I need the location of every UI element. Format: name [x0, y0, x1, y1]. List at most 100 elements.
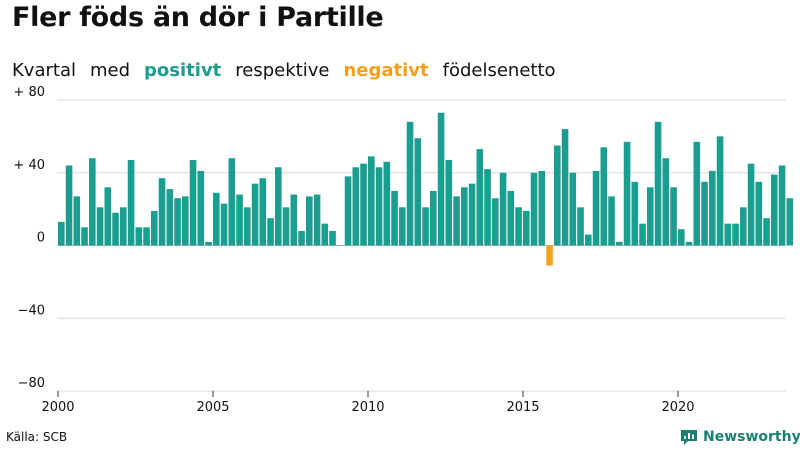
- subtitle-word-fodelsenetto: födelsenetto: [442, 60, 556, 81]
- bar-positive: [127, 160, 135, 246]
- bar-positive: [771, 174, 778, 246]
- bar-positive: [616, 241, 623, 246]
- bar-negative: [546, 245, 553, 266]
- bar-positive: [515, 207, 522, 246]
- bar-positive: [344, 176, 352, 246]
- subtitle-word-respektive: respektive: [235, 60, 330, 81]
- x-axis: 2000 2005 2010 2015 2020: [41, 391, 695, 415]
- bar-positive: [631, 181, 639, 246]
- bar-positive: [747, 163, 755, 246]
- brand-name: Newsworthy: [703, 429, 800, 445]
- bar-positive: [406, 121, 414, 246]
- bar-positive: [112, 212, 119, 246]
- bar-positive: [530, 172, 538, 246]
- bar-positive: [693, 141, 701, 246]
- bar-positive: [81, 227, 88, 246]
- bar-positive: [740, 207, 747, 246]
- bar-positive: [197, 170, 205, 246]
- bar-positive: [685, 241, 693, 246]
- bar-positive: [96, 207, 104, 246]
- bar-positive: [360, 163, 367, 246]
- bar-positive: [701, 181, 708, 246]
- bar-positive: [321, 223, 329, 246]
- bar-positive: [430, 190, 437, 246]
- bar-positive: [678, 229, 685, 246]
- bar-positive: [654, 121, 662, 246]
- bar-positive: [763, 218, 770, 246]
- x-tick-label: 2010: [351, 400, 384, 415]
- bar-positive: [313, 194, 321, 246]
- bar-positive: [732, 223, 739, 246]
- bar-positive: [329, 230, 336, 246]
- bar-positive: [383, 161, 391, 246]
- bar-positive: [135, 227, 143, 246]
- bar-positive: [143, 227, 150, 246]
- bar-positive: [259, 178, 267, 246]
- bar-positive: [306, 196, 313, 246]
- x-tick-label: 2015: [506, 400, 539, 415]
- bar-positive: [639, 223, 646, 246]
- bar-positive: [228, 158, 236, 246]
- bar-positive: [437, 112, 445, 246]
- bar-positive: [275, 167, 282, 246]
- bar-positive: [484, 169, 491, 246]
- bar-positive: [554, 145, 561, 246]
- bar-positive: [158, 178, 166, 246]
- brand-logo: Newsworthy: [680, 428, 800, 446]
- bar-positive: [174, 198, 181, 246]
- y-tick-label: + 40: [13, 158, 45, 173]
- bar-positive: [213, 192, 220, 246]
- y-axis-ticks: + 80 + 40 0 −40 −80: [13, 85, 45, 391]
- y-tick-label: −40: [18, 303, 45, 318]
- legend-positive: positivt: [144, 60, 222, 81]
- bar-positive: [58, 221, 65, 246]
- bar-positive: [298, 230, 305, 246]
- bar-positive: [468, 183, 476, 246]
- y-tick-label: + 80: [13, 85, 45, 100]
- bar-positive: [647, 187, 654, 246]
- bar-positive: [352, 167, 360, 246]
- bar-positive: [724, 223, 732, 246]
- y-tick-label: −80: [18, 376, 45, 391]
- bar-positive: [786, 198, 794, 246]
- chart-subtitle: Kvartal med positivt respektive negativt föde…: [12, 60, 570, 81]
- bar-positive: [391, 190, 398, 246]
- x-tick-label: 2000: [41, 400, 74, 415]
- bar-positive: [414, 138, 422, 246]
- bar-positive: [507, 190, 515, 246]
- y-tick-label: 0: [37, 231, 45, 246]
- bar-positive: [282, 207, 290, 246]
- bar-positive: [104, 187, 112, 246]
- x-tick-label: 2020: [661, 400, 694, 415]
- bar-positive: [662, 158, 670, 246]
- bar-positive: [182, 196, 189, 246]
- source-note: Källa: SCB: [6, 430, 68, 444]
- bar-positive: [755, 181, 763, 246]
- bar-positive: [251, 183, 259, 246]
- bar-positive: [670, 187, 677, 246]
- bar-positive: [65, 165, 73, 246]
- bar-positive: [523, 210, 530, 246]
- legend-negative: negativt: [343, 60, 429, 81]
- bar-positive: [337, 245, 344, 246]
- bar-positive: [422, 207, 429, 246]
- bar-positive: [453, 196, 460, 246]
- bar-positive: [538, 170, 546, 246]
- bar-positive: [716, 136, 724, 246]
- chart-title: Fler föds än dör i Partille: [12, 2, 384, 33]
- bar-positive: [267, 218, 274, 246]
- bar-positive: [592, 170, 600, 246]
- bar-positive: [205, 241, 212, 246]
- bar-positive: [166, 189, 174, 246]
- bar-positive: [461, 187, 468, 246]
- bar-positive: [623, 141, 631, 246]
- bar-positive: [189, 160, 197, 246]
- newsworthy-logo-icon: [681, 430, 697, 445]
- bar-positive: [368, 156, 375, 246]
- bar-positive: [120, 207, 127, 246]
- bar-positive: [585, 234, 592, 246]
- bar-positive: [709, 170, 716, 246]
- bar-positive: [561, 129, 569, 246]
- bar-positive: [236, 194, 243, 246]
